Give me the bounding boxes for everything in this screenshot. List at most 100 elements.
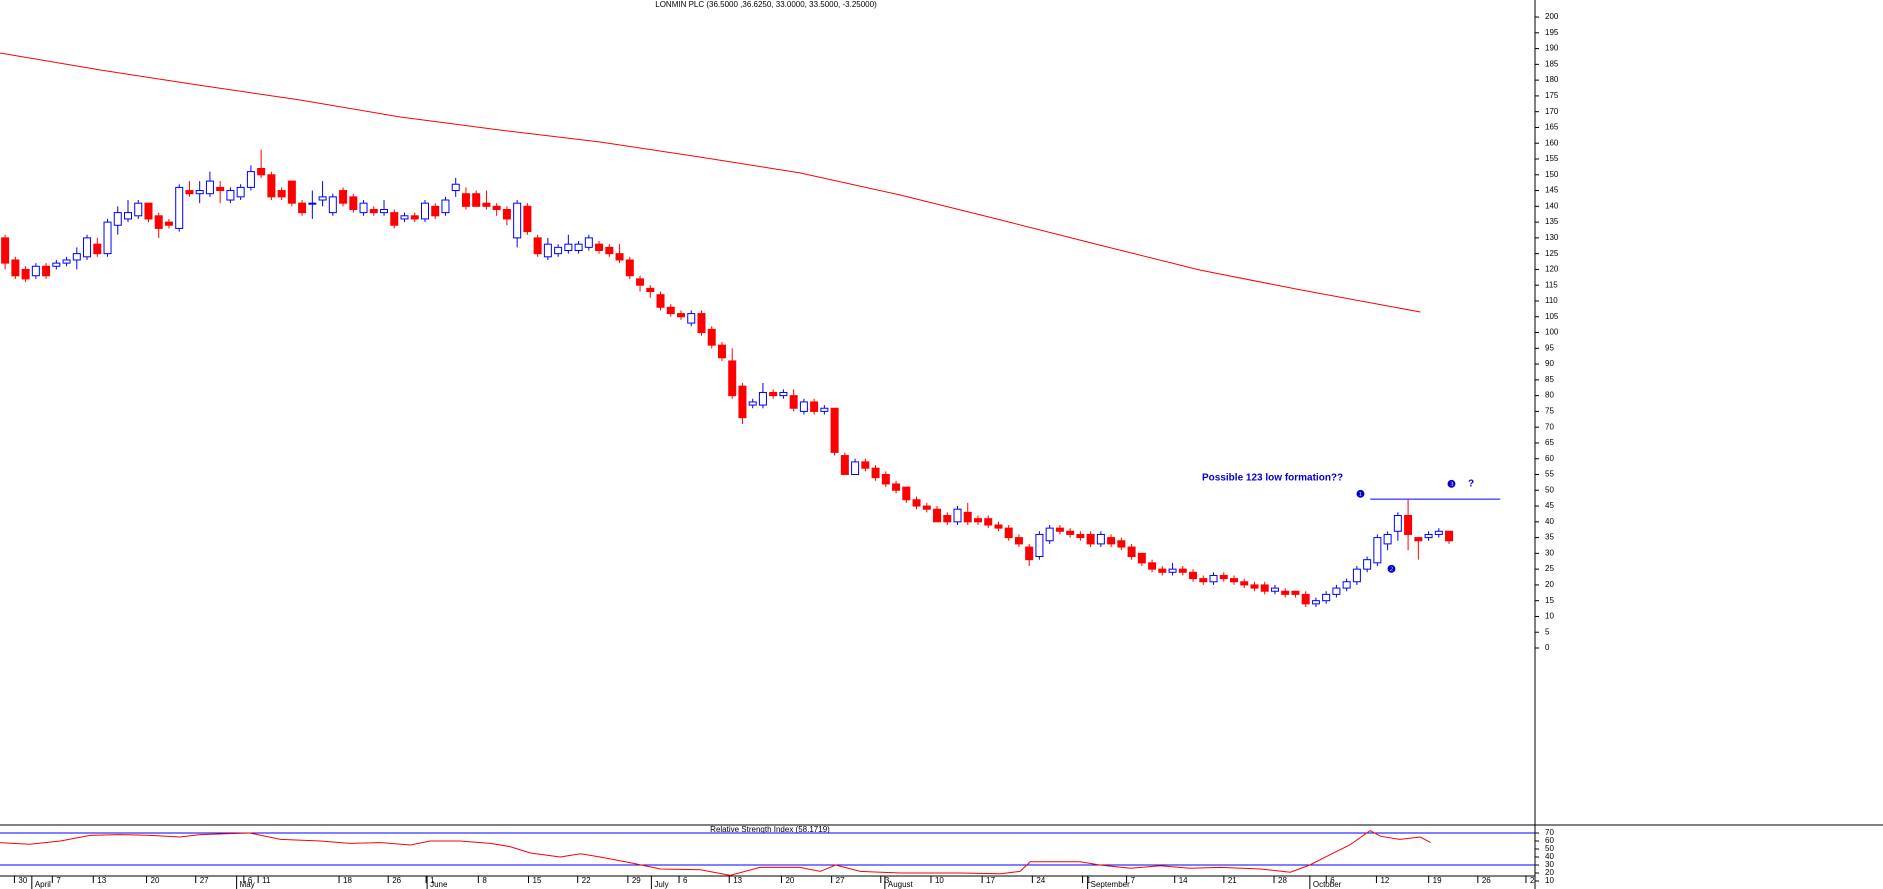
candle-body	[943, 515, 952, 523]
candle-body	[246, 171, 255, 188]
annotation-marker: ❸	[1447, 480, 1456, 491]
candle-body	[339, 190, 348, 204]
candle-body	[758, 391, 767, 406]
candle-body	[554, 246, 563, 255]
candle-body	[728, 360, 737, 397]
y-tick-label: 25	[1545, 564, 1554, 573]
candle-body	[574, 243, 583, 251]
x-tick-label: 8	[482, 876, 487, 885]
y-tick-label: 75	[1545, 407, 1554, 416]
candle-body	[779, 391, 788, 397]
candle-body	[72, 253, 81, 261]
x-tick-label: 21	[1228, 876, 1237, 885]
x-tick-label: 24	[1036, 876, 1045, 885]
y-tick-label: 155	[1545, 154, 1559, 163]
y-tick-label: 50	[1545, 485, 1554, 494]
candle-body	[298, 202, 307, 214]
candle-body	[748, 401, 757, 406]
candle-body	[984, 518, 993, 526]
x-tick-label: 15	[533, 876, 542, 885]
x-tick-label: 27	[836, 876, 845, 885]
month-label: August	[888, 880, 914, 889]
candle-body	[1332, 587, 1341, 595]
y-tick-label: 110	[1545, 296, 1558, 305]
candle-body	[861, 461, 870, 469]
x-tick-label: 12	[1380, 876, 1389, 885]
rsi-title: Relative Strength Index (58.1719)	[710, 825, 830, 834]
candle-body	[1383, 533, 1392, 545]
candle-body	[441, 199, 450, 214]
x-tick-label: 6	[1330, 876, 1335, 885]
annotation-marker: ❶	[1356, 490, 1365, 501]
rsi-y-tick-label: 70	[1545, 828, 1554, 837]
candle-body	[595, 243, 604, 251]
candle-body	[840, 455, 849, 475]
candle-body	[277, 190, 286, 198]
candle-body	[1209, 574, 1218, 583]
candle-body	[973, 518, 982, 523]
candle-body	[420, 202, 429, 220]
y-tick-label: 100	[1545, 328, 1559, 337]
candle-body	[390, 212, 399, 226]
x-tick-label: 20	[151, 876, 160, 885]
x-tick-label: 7	[56, 876, 61, 885]
candle-body	[1014, 537, 1023, 545]
y-tick-label: 145	[1545, 186, 1559, 195]
candle-body	[113, 212, 122, 226]
candle-body	[830, 407, 839, 453]
candle-body	[615, 253, 624, 261]
x-tick-label: 6	[683, 876, 688, 885]
candle-body	[881, 473, 890, 485]
candle-body	[1168, 568, 1177, 573]
candle-body	[1096, 533, 1105, 545]
candle-body	[1373, 537, 1382, 564]
x-tick-label: 1	[430, 876, 435, 885]
candle-body	[1301, 593, 1310, 605]
y-tick-label: 45	[1545, 501, 1554, 510]
y-tick-label: 30	[1545, 548, 1554, 557]
candle-body	[400, 215, 409, 220]
annotation-marker: ?	[1468, 479, 1474, 490]
candle-body	[543, 243, 552, 258]
candle-body	[1148, 562, 1157, 570]
candle-body	[124, 212, 133, 220]
x-tick-label: 17	[986, 876, 995, 885]
candle-body	[1291, 590, 1300, 595]
candle-body	[1250, 584, 1259, 589]
y-tick-label: 135	[1545, 217, 1559, 226]
y-tick-label: 115	[1545, 280, 1558, 289]
x-tick-label: 27	[200, 876, 209, 885]
annotation-marker: ❷	[1387, 565, 1396, 576]
candle-body	[799, 401, 808, 412]
y-tick-label: 130	[1545, 233, 1559, 242]
candle-body	[431, 205, 440, 217]
y-tick-label: 165	[1545, 123, 1559, 132]
candle-body	[810, 401, 819, 412]
candle-body	[1342, 581, 1351, 589]
x-tick-label: 18	[343, 876, 352, 885]
candle-body	[1445, 530, 1454, 542]
candle-body	[922, 505, 931, 510]
x-tick-label: 13	[733, 876, 742, 885]
candle-body	[195, 190, 204, 195]
candle-body	[1311, 600, 1320, 605]
candle-body	[349, 196, 358, 210]
y-tick-label: 40	[1545, 517, 1554, 526]
candle-body	[359, 202, 368, 214]
candle-body	[912, 499, 921, 507]
candle-body	[533, 237, 542, 255]
candle-body	[1260, 584, 1269, 592]
candle-body	[1158, 568, 1167, 573]
candle-body	[1025, 546, 1034, 561]
candle-body	[871, 467, 880, 479]
x-tick-label: 3	[885, 876, 890, 885]
candle-body	[205, 180, 214, 195]
candle-body	[1434, 530, 1443, 535]
candle-body	[52, 262, 61, 267]
candle-body	[1322, 593, 1331, 602]
candle-body	[482, 202, 491, 207]
candle-body	[687, 313, 696, 324]
candle-body	[1363, 559, 1372, 570]
candle-body	[636, 278, 645, 286]
candle-body	[584, 237, 593, 248]
